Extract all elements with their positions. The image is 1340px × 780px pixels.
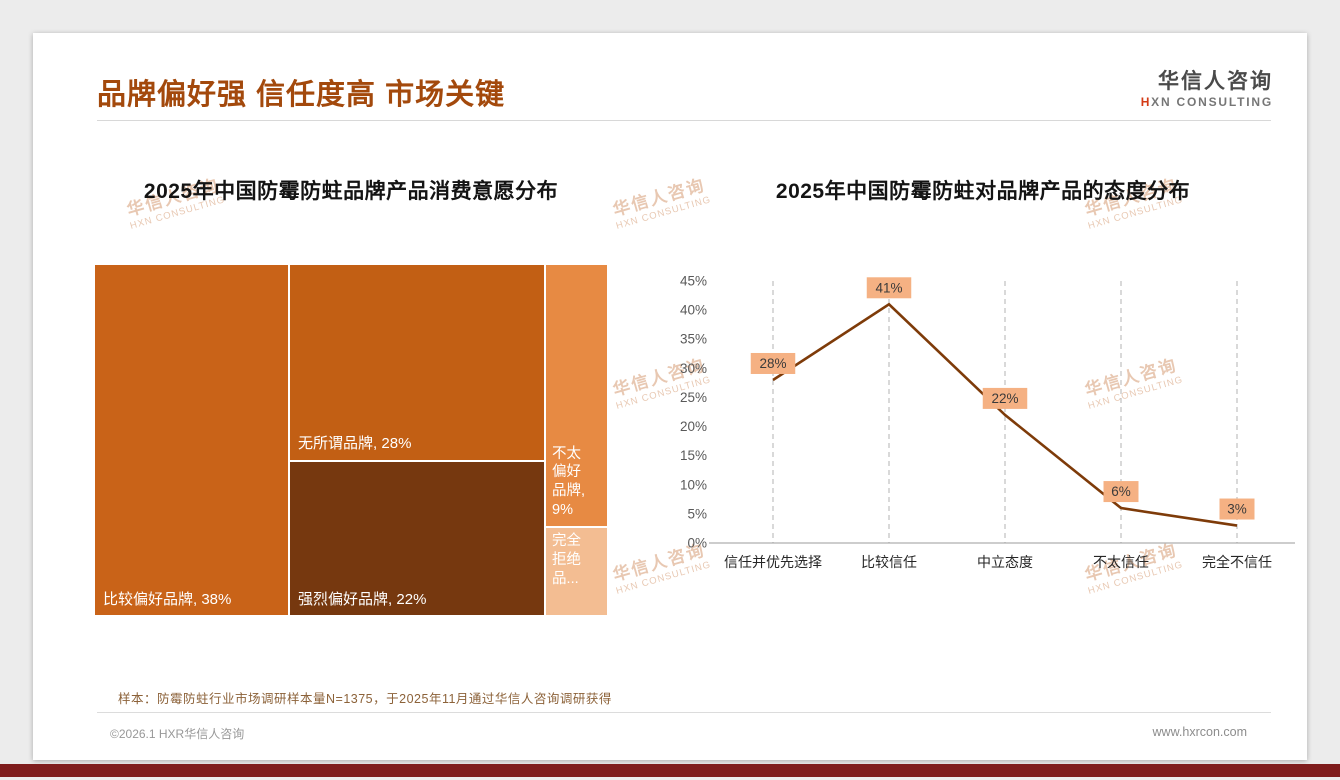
x-category-label: 比较信任	[861, 554, 917, 570]
y-tick-label: 15%	[680, 448, 707, 463]
bottom-accent-bar	[0, 764, 1340, 777]
y-tick-label: 45%	[680, 274, 707, 289]
footer-website: www.hxrcon.com	[1152, 725, 1247, 739]
treemap-chart: 比较偏好品牌, 38% 无所谓品牌, 28% 强烈偏好品牌, 22% 不太偏好品牌, …	[95, 265, 607, 615]
treemap-cell: 强烈偏好品牌, 22%	[290, 461, 545, 615]
data-label-box	[1103, 481, 1139, 503]
y-tick-label: 30%	[680, 361, 707, 376]
footer-copyright: ©2026.1 HXR华信人咨询	[110, 727, 245, 741]
y-tick-label: 40%	[680, 303, 707, 318]
data-label: 22%	[991, 391, 1018, 406]
data-label: 3%	[1227, 502, 1247, 517]
y-tick-label: 35%	[680, 332, 707, 347]
treemap-column: 比较偏好品牌, 38%	[95, 265, 289, 615]
data-label-box	[1219, 498, 1255, 520]
x-category-label: 不太信任	[1093, 554, 1149, 570]
treemap-chart-title: 2025年中国防霉防蛀品牌产品消费意愿分布	[143, 180, 559, 203]
treemap-cell-label: 无所谓品牌, 28%	[298, 435, 412, 453]
treemap-cell-label: 完全拒绝品...	[552, 533, 582, 587]
header-divider	[97, 120, 1271, 121]
treemap-cell: 不太偏好品牌, 9%	[546, 265, 607, 526]
treemap-cell: 完全拒绝品...	[546, 528, 607, 615]
treemap-cell: 无所谓品牌, 28%	[290, 265, 545, 460]
line-chart: 0% 5% 10% 15% 20% 25% 30% 35% 40% 45% 信任并优先选择 比较信任 中…	[680, 274, 1295, 570]
y-tick-label: 10%	[680, 477, 707, 492]
data-label: 41%	[875, 280, 902, 295]
logo-en-text: HXN CONSULTING	[1140, 95, 1273, 109]
data-line	[772, 302, 1238, 527]
data-label: 28%	[759, 356, 786, 371]
treemap-cell-label: 比较偏好品牌, 38%	[103, 590, 232, 608]
slide-card: 华信人咨询 HXN CONSULTING 华信人咨询 HXN CONSULTING 华信…	[33, 33, 1307, 760]
sample-note: 样本：防霉防蛀行业市场调研样本量N=1375，于2025年11月通过华信人咨询调…	[118, 692, 612, 706]
company-logo: 华信人咨询 HXN CONSULTING	[1141, 65, 1273, 109]
x-category-label: 信任并优先选择	[724, 554, 822, 570]
data-label-box	[750, 352, 796, 374]
y-tick-label: 0%	[687, 536, 707, 551]
data-label-box	[866, 277, 912, 299]
data-label-box	[982, 387, 1028, 409]
logo-cn-text: 华信人咨询	[1158, 70, 1273, 93]
treemap-cell: 比较偏好品牌, 38%	[95, 265, 289, 615]
treemap-column: 无所谓品牌, 28% 强烈偏好品牌, 22%	[290, 265, 545, 615]
line-chart-title: 2025年中国防霉防蛀对品牌产品的态度分布	[775, 180, 1191, 203]
x-category-label: 完全不信任	[1202, 554, 1272, 570]
y-tick-label: 20%	[680, 419, 707, 434]
treemap-column: 不太偏好品牌, 9% 完全拒绝品...	[546, 265, 607, 615]
page-title: 品牌偏好强 信任度高 市场关键	[97, 79, 506, 111]
y-tick-label: 25%	[680, 390, 707, 405]
data-label: 6%	[1111, 484, 1131, 499]
x-category-label: 中立态度	[977, 554, 1033, 570]
treemap-cell-label: 不太偏好品牌, 9%	[552, 445, 586, 519]
treemap-cell-label: 强烈偏好品牌, 22%	[298, 590, 427, 608]
y-tick-label: 5%	[687, 506, 707, 521]
footer-divider	[97, 712, 1271, 713]
